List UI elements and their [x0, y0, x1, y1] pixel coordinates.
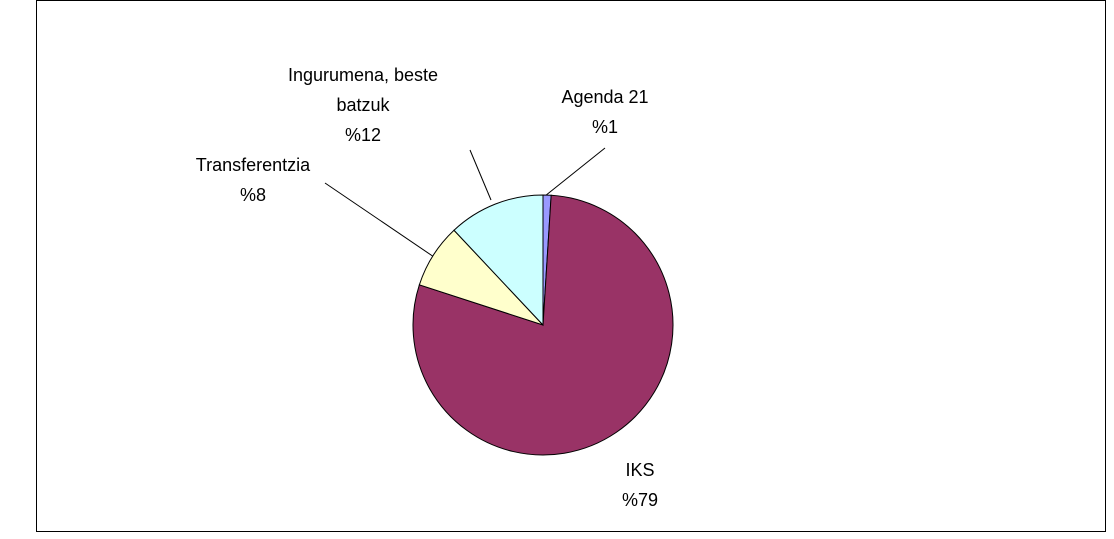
value-label: %1	[591, 117, 618, 137]
pie-slice	[453, 194, 544, 327]
leader-line	[324, 182, 435, 258]
value-label: %12	[344, 125, 382, 145]
leader-lines	[324, 147, 606, 258]
category-label: Agenda 21	[561, 87, 649, 107]
leader-line	[469, 149, 492, 201]
value-label: %8	[239, 185, 266, 205]
slice-label: Transferentzia %8	[153, 150, 353, 210]
category-label: Transferentzia	[195, 155, 311, 175]
value-label: %79	[621, 490, 659, 510]
slice-label: Ingurumena, beste batzuk %12	[278, 60, 448, 150]
slice-label: IKS %79	[580, 455, 700, 515]
slice-label: Agenda 21 %1	[505, 82, 705, 142]
category-label: Ingurumena, beste batzuk	[287, 65, 439, 115]
leader-line	[544, 147, 606, 197]
category-label: IKS	[625, 460, 655, 480]
